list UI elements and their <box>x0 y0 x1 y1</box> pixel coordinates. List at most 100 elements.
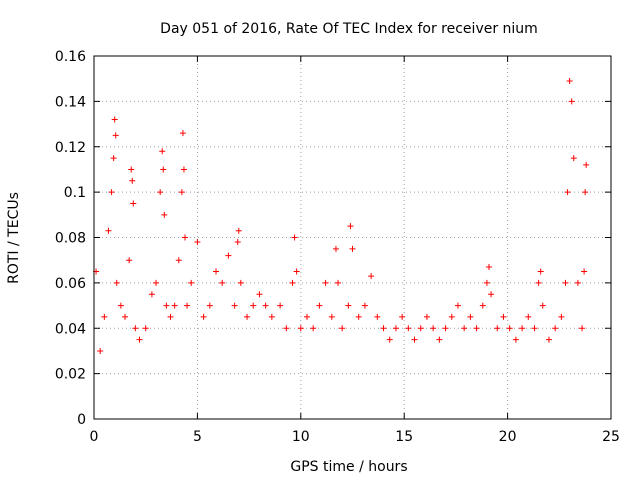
data-point <box>277 302 284 309</box>
data-point <box>483 279 490 286</box>
data-point <box>200 313 207 320</box>
data-point <box>525 313 532 320</box>
x-tick-label: 10 <box>292 429 310 445</box>
data-point <box>160 166 167 173</box>
data-point <box>113 279 120 286</box>
data-point <box>574 279 581 286</box>
data-point <box>244 313 251 320</box>
data-point <box>268 313 275 320</box>
data-point <box>488 291 495 298</box>
data-point <box>105 227 112 234</box>
data-point <box>142 325 149 332</box>
data-point <box>293 268 300 275</box>
data-point <box>583 161 590 168</box>
data-point <box>175 257 182 264</box>
data-point <box>332 245 339 252</box>
data-point <box>570 155 577 162</box>
x-tick-label: 0 <box>90 429 99 445</box>
data-point <box>291 234 298 241</box>
data-point <box>179 130 186 137</box>
x-tick-label: 15 <box>395 429 413 445</box>
data-point <box>355 313 362 320</box>
data-point <box>310 325 317 332</box>
data-point <box>250 302 257 309</box>
data-point <box>157 189 164 196</box>
data-point <box>206 302 213 309</box>
data-point <box>442 325 449 332</box>
data-point <box>473 325 480 332</box>
data-point <box>112 132 119 139</box>
data-point <box>386 336 393 343</box>
data-point <box>531 325 538 332</box>
data-point <box>136 336 143 343</box>
data-point <box>111 116 118 123</box>
data-point <box>361 302 368 309</box>
data-point <box>430 325 437 332</box>
data-point <box>380 325 387 332</box>
data-point <box>562 279 569 286</box>
data-point <box>161 211 168 218</box>
data-point <box>467 313 474 320</box>
data-point <box>374 313 381 320</box>
y-tick-label: 0.1 <box>64 185 86 201</box>
data-point <box>506 325 513 332</box>
data-point <box>436 336 443 343</box>
data-point <box>545 336 552 343</box>
data-point <box>347 223 354 230</box>
data-point <box>163 302 170 309</box>
data-point <box>262 302 269 309</box>
plot-frame <box>93 55 612 420</box>
data-point <box>500 313 507 320</box>
data-point <box>535 279 542 286</box>
y-tick-label: 0.08 <box>55 231 86 247</box>
x-axis-label: GPS time / hours <box>290 459 407 475</box>
data-point <box>399 313 406 320</box>
data-point <box>405 325 412 332</box>
data-point <box>558 313 565 320</box>
data-point <box>283 325 290 332</box>
data-point <box>537 268 544 275</box>
data-point <box>235 227 242 234</box>
data-point <box>322 279 329 286</box>
data-point <box>132 325 139 332</box>
data-point <box>181 234 188 241</box>
data-point <box>448 313 455 320</box>
data-point <box>188 279 195 286</box>
y-tick-label: 0 <box>77 412 86 428</box>
data-point <box>213 268 220 275</box>
data-point <box>126 257 133 264</box>
axis-ticks: 0 5 10 15 20 25 0 0.02 0.04 0.06 0.08 0.1 0.12 0.14 0.… <box>55 49 620 445</box>
x-tick-label: 5 <box>193 429 202 445</box>
data-point <box>153 279 160 286</box>
grid-lines <box>94 56 611 419</box>
data-point <box>130 200 137 207</box>
data-point <box>297 325 304 332</box>
x-tick-label: 25 <box>602 429 620 445</box>
y-tick-label: 0.04 <box>55 321 86 337</box>
data-point <box>552 325 559 332</box>
data-point <box>234 239 241 246</box>
data-point <box>582 189 589 196</box>
data-point <box>256 291 263 298</box>
data-point <box>225 252 232 259</box>
data-point <box>237 279 244 286</box>
data-point <box>128 166 135 173</box>
data-point <box>368 273 375 280</box>
data-point <box>101 313 108 320</box>
data-point <box>519 325 526 332</box>
data-point <box>581 268 588 275</box>
data-points <box>93 77 590 354</box>
data-point <box>159 148 166 155</box>
data-point <box>479 302 486 309</box>
y-tick-label: 0.12 <box>55 140 86 156</box>
data-point <box>97 347 104 354</box>
data-point <box>454 302 461 309</box>
data-point <box>171 302 178 309</box>
data-point <box>231 302 238 309</box>
data-point <box>568 98 575 105</box>
data-point <box>184 302 191 309</box>
data-point <box>345 302 352 309</box>
data-point <box>423 313 430 320</box>
data-point <box>167 313 174 320</box>
